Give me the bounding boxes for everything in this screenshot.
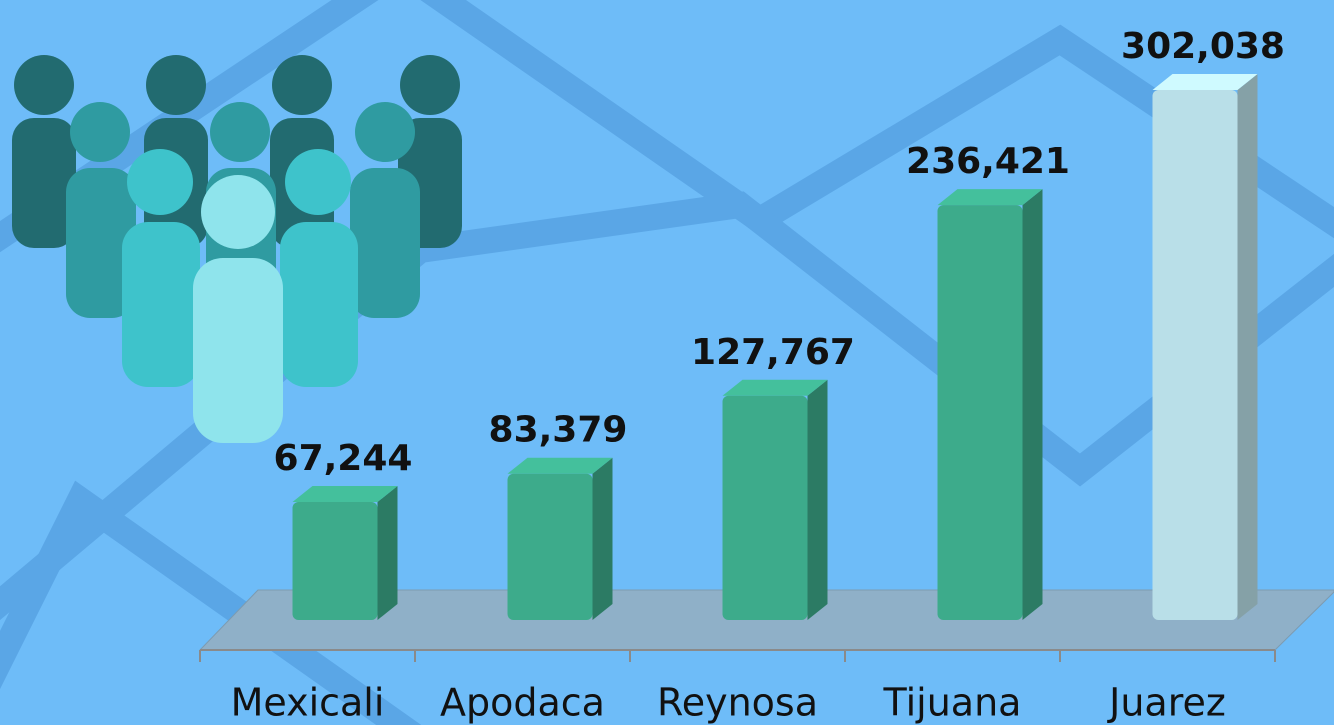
bar-front: [1153, 90, 1238, 620]
chart: 67,244 Mexicali 83,379 Apodaca 127,767 Reynos…: [0, 0, 1334, 725]
bar-front: [508, 474, 593, 620]
x-tick-label: Tijuana: [883, 681, 1022, 725]
bar-side: [1238, 74, 1258, 620]
x-tick-label: Reynosa: [657, 681, 818, 725]
bar-side: [593, 458, 613, 620]
data-label: 302,038: [1121, 26, 1285, 67]
x-tick-label: Mexicali: [231, 681, 385, 725]
bar: [1153, 74, 1258, 620]
bar-side: [378, 486, 398, 620]
data-label: 236,421: [906, 141, 1070, 182]
bar-front: [938, 205, 1023, 620]
bar: [508, 458, 613, 620]
data-label: 83,379: [489, 410, 628, 451]
bar-side: [808, 380, 828, 620]
bar-front: [293, 502, 378, 620]
bar-front: [723, 396, 808, 620]
bar-side: [1023, 189, 1043, 620]
bar: [293, 486, 398, 620]
x-tick-label: Juarez: [1107, 681, 1226, 725]
bar: [723, 380, 828, 620]
x-tick-label: Apodaca: [440, 681, 605, 725]
bar: [938, 189, 1043, 620]
data-label: 67,244: [274, 438, 413, 479]
data-label: 127,767: [691, 332, 855, 373]
